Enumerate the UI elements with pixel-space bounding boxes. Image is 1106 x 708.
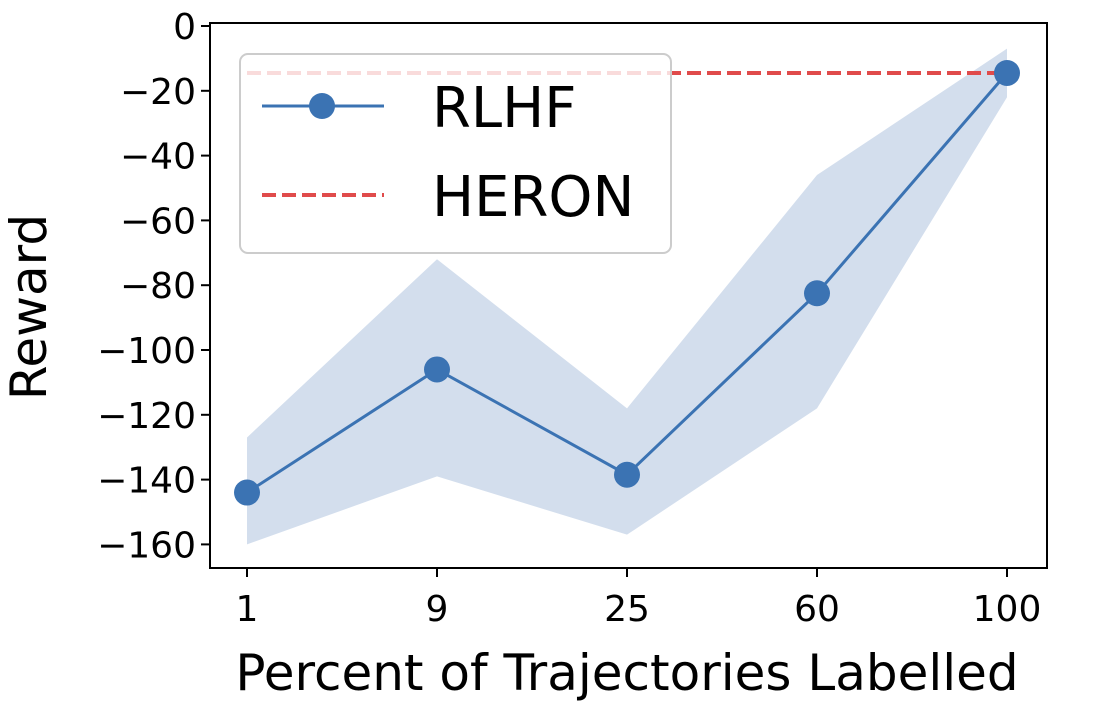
x-tick-label: 100 <box>973 589 1042 630</box>
legend-frame <box>239 53 672 254</box>
legend-rlhf-marker <box>309 93 335 119</box>
x-tick-label: 25 <box>604 589 650 630</box>
y-tick-label: −40 <box>120 137 196 178</box>
rlhf-point-25 <box>614 461 640 488</box>
x-tick-label: 9 <box>426 589 449 630</box>
rlhf-point-1 <box>234 479 260 506</box>
y-axis-label: Reward <box>0 214 58 400</box>
rlhf-point-60 <box>804 280 830 307</box>
legend-heron-label: HERON <box>432 165 634 230</box>
x-axis-label: Percent of Trajectories Labelled <box>235 644 1018 702</box>
y-tick-label: −120 <box>97 396 196 437</box>
legend-rlhf-label: RLHF <box>432 76 576 141</box>
rlhf-point-9 <box>424 356 450 383</box>
y-tick-label: −100 <box>97 331 196 372</box>
y-tick-label: −20 <box>120 72 196 113</box>
y-tick-label: −80 <box>120 266 196 307</box>
axes-layer: 0 −20 −40 −60 −80 −100 −120 −140 −160 1 9 25 60 100 <box>97 7 1048 630</box>
x-tick-label: 1 <box>236 589 259 630</box>
legend: RLHF HERON <box>239 53 672 254</box>
plot-frame <box>209 22 1048 569</box>
rlhf-confidence-band <box>247 48 1007 545</box>
y-tick-label: −140 <box>97 461 196 502</box>
x-tick-label: 60 <box>794 589 840 630</box>
y-tick-label: −160 <box>97 525 196 566</box>
rlhf-point-100 <box>994 59 1020 86</box>
y-tick-label: −60 <box>120 201 196 242</box>
y-tick-label: 0 <box>173 7 196 48</box>
rlhf-series-layer <box>234 59 1020 506</box>
confidence-band-layer <box>247 48 1007 545</box>
